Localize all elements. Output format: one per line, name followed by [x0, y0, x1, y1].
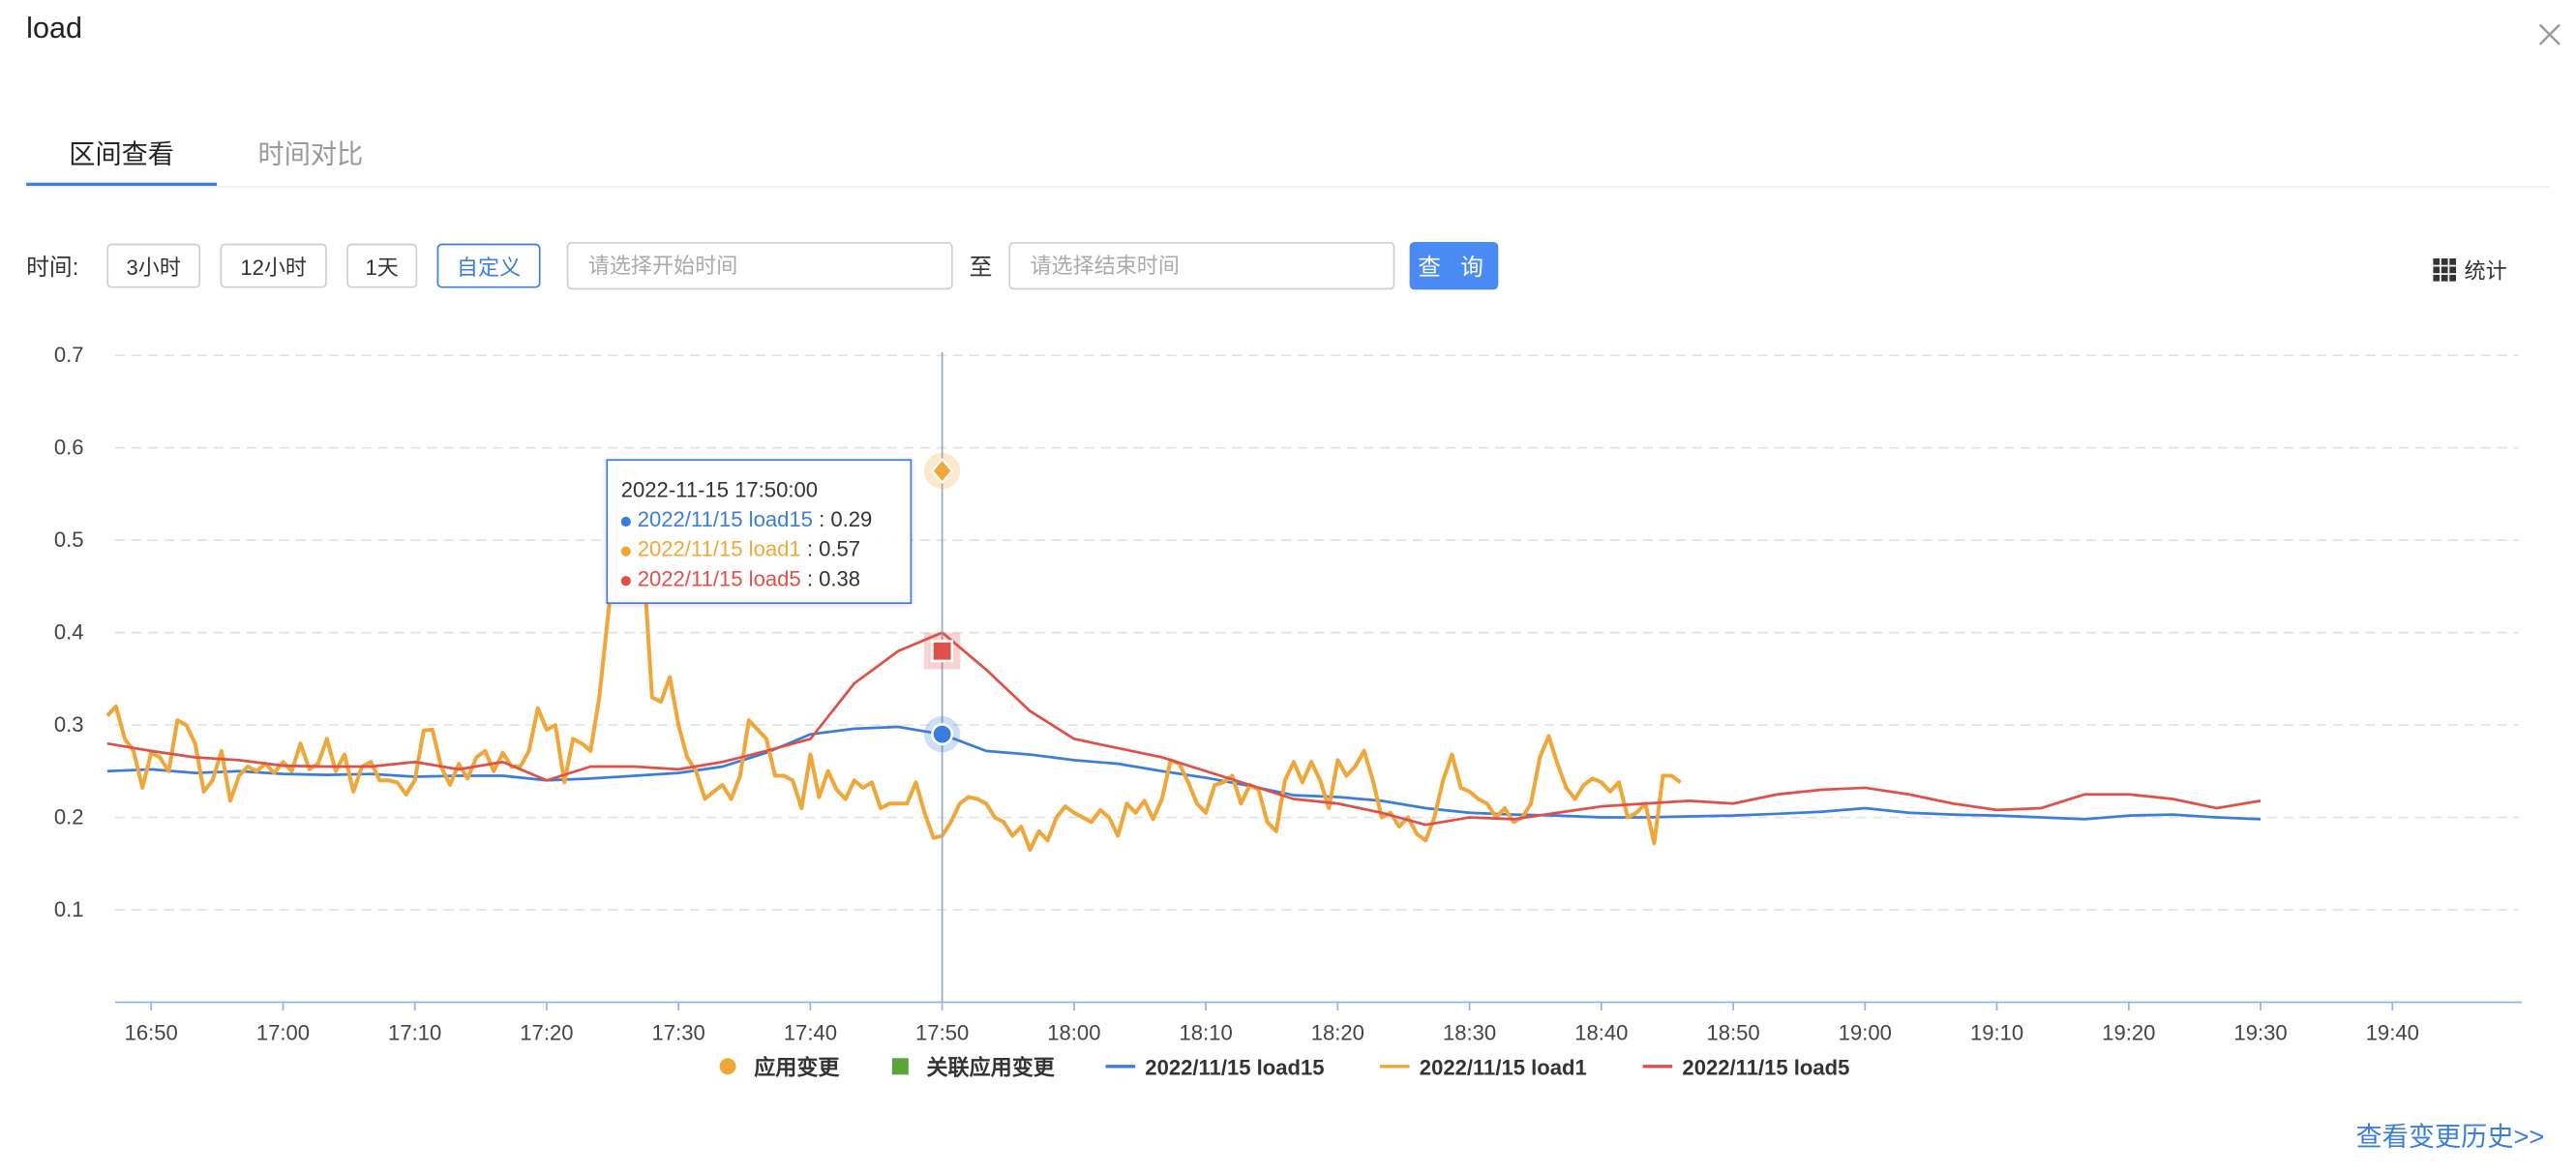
tooltip-row-load1: 2022/11/15 load1 : 0.57: [620, 535, 911, 565]
window-title: load: [26, 11, 82, 45]
x-tick-label: 18:50: [1706, 1021, 1759, 1045]
range-custom-button[interactable]: 自定义: [436, 243, 541, 288]
x-tick-label: 18:20: [1311, 1021, 1364, 1045]
time-label: 时间:: [26, 253, 79, 281]
end-time-input[interactable]: [1008, 241, 1395, 290]
y-tick-label: 0.3: [54, 712, 84, 737]
x-tick-label: 17:20: [520, 1021, 573, 1045]
stats-button[interactable]: 统计: [2433, 254, 2507, 285]
to-label: 至: [969, 253, 993, 281]
x-tick-label: 17:00: [256, 1021, 310, 1045]
query-button[interactable]: 查 询: [1409, 241, 1499, 290]
close-icon[interactable]: [2535, 19, 2565, 49]
tab-range-view[interactable]: 区间查看: [69, 141, 174, 170]
x-tick-label: 17:40: [784, 1021, 837, 1045]
grid-icon: [2433, 257, 2457, 281]
change-history-link[interactable]: 查看变更历史>>: [2355, 1124, 2545, 1153]
start-time-input[interactable]: [566, 241, 953, 290]
legend-label: 应用变更: [754, 1055, 840, 1079]
y-tick-label: 0.2: [54, 804, 84, 829]
tooltip-time: 2022-11-15 17:50:00: [620, 477, 819, 502]
legend-marker-circle: [719, 1058, 736, 1075]
legend-label: 2022/11/15 load5: [1682, 1055, 1849, 1079]
tooltip-row-load15: 2022/11/15 load15 : 0.29: [620, 505, 911, 535]
x-tick-label: 19:40: [2366, 1021, 2419, 1045]
x-tick-label: 18:10: [1180, 1021, 1233, 1045]
y-tick-label: 0.1: [54, 897, 84, 921]
legend-marker-square: [891, 1058, 909, 1075]
y-tick-label: 0.4: [54, 619, 84, 644]
legend-label: 2022/11/15 load15: [1145, 1055, 1324, 1079]
y-tick-label: 0.6: [54, 435, 84, 459]
x-tick-label: 19:00: [1839, 1021, 1892, 1045]
x-tick-label: 17:10: [388, 1021, 441, 1045]
x-tick-label: 18:30: [1443, 1021, 1496, 1045]
legend-label: 2022/11/15 load1: [1420, 1055, 1587, 1079]
legend-label: 关联应用变更: [927, 1055, 1056, 1079]
series-line-2: [106, 631, 2261, 827]
range-1d-button[interactable]: 1天: [346, 243, 418, 288]
stats-label: 统计: [2464, 257, 2507, 284]
y-tick-label: 0.5: [54, 527, 84, 552]
load-chart[interactable]: 0.1 0.2 0.3 0.4 0.5 0.6 0.7 16:50 17:00 17:10 17:2…: [0, 321, 2576, 1111]
x-tick-label: 18:40: [1574, 1021, 1628, 1045]
series-line-1: [105, 468, 1682, 853]
tab-time-compare[interactable]: 时间对比: [257, 141, 364, 170]
tab-divider: [26, 186, 2550, 188]
chart-tooltip: 2022-11-15 17:50:00 2022/11/15 load15 : …: [606, 459, 913, 605]
x-tick-label: 19:20: [2102, 1021, 2155, 1045]
x-tick-label: 18:00: [1047, 1021, 1100, 1045]
x-tick-label: 19:10: [1970, 1021, 2023, 1045]
hover-point-load15: [931, 723, 954, 746]
y-tick-label: 0.7: [54, 343, 84, 367]
x-tick-label: 17:30: [652, 1021, 705, 1045]
tooltip-row-load5: 2022/11/15 load5 : 0.38: [620, 564, 911, 594]
hover-point-load5: [931, 640, 954, 663]
hover-point-load1: [931, 458, 954, 484]
active-tab-indicator: [26, 182, 218, 187]
range-3h-button[interactable]: 3小时: [106, 243, 201, 288]
x-tick-label: 16:50: [125, 1021, 178, 1045]
x-tick-label: 17:50: [915, 1021, 969, 1045]
x-tick-label: 19:30: [2233, 1021, 2287, 1045]
range-12h-button[interactable]: 12小时: [220, 243, 327, 288]
